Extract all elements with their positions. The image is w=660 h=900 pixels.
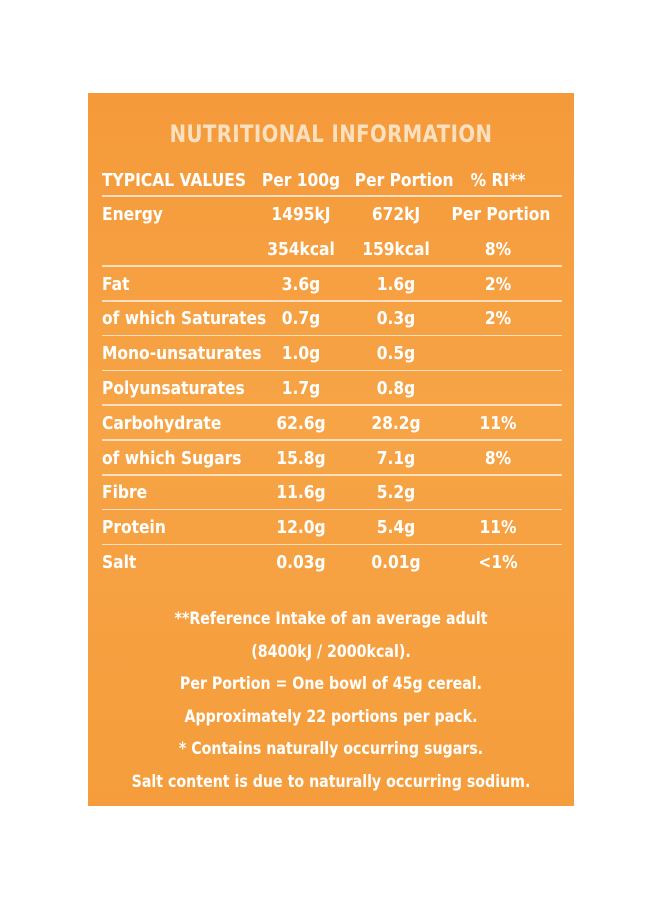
table-divider: [102, 334, 562, 337]
table-divider: [102, 473, 562, 476]
table-row: Carbohydrate 62.6g 28.2g 11%: [102, 406, 562, 441]
header-ri: % RI**: [470, 169, 526, 191]
row-label: Energy: [102, 204, 163, 225]
header-per-100g: Per 100g: [261, 169, 341, 191]
row-per-portion: 0.5g: [376, 343, 416, 365]
table-divider: [102, 543, 562, 546]
row-ri: <1%: [478, 552, 518, 574]
row-label: Protein: [102, 517, 166, 539]
table-row: Fibre 11.6g 5.2g: [102, 476, 562, 511]
row-ri: 8%: [484, 238, 512, 260]
table-row: Mono-unsaturates 1.0g 0.5g: [102, 336, 562, 372]
footnotes: **Reference Intake of an average adult (…: [88, 603, 574, 798]
row-per-100g: 12.0g: [276, 517, 326, 539]
table-row: of which Sugars 15.8g 7.1g 8%: [102, 441, 562, 476]
row-per-100g: 3.6g: [281, 273, 321, 295]
row-per-100g: 15.8g: [276, 447, 326, 469]
table-row: Salt 0.03g 0.01g <1%: [102, 545, 562, 580]
row-per-portion: 1.6g: [376, 273, 416, 295]
footnote-portion-definition: Per Portion = One bowl of 45g cereal.: [179, 674, 483, 693]
nutrition-table: TYPICAL VALUES Per 100g Per Portion % RI…: [102, 163, 562, 580]
table-divider: [102, 439, 562, 441]
table-header-row: TYPICAL VALUES Per 100g Per Portion % RI…: [102, 163, 562, 197]
header-typical-values: TYPICAL VALUES: [102, 169, 246, 191]
row-label: Fat: [102, 273, 130, 295]
row-label: Salt: [102, 552, 137, 574]
header-per-portion: Per Portion: [354, 169, 454, 191]
row-label: Carbohydrate: [102, 412, 222, 434]
row-label: Mono-unsaturates: [102, 343, 262, 365]
row-ri: 11%: [479, 517, 517, 539]
row-per-portion: 7.1g: [376, 447, 416, 469]
table-divider: [102, 508, 562, 511]
table-divider: [102, 369, 562, 372]
row-per-portion: 0.3g: [376, 308, 416, 330]
row-per-100g: 354kcal: [267, 238, 335, 260]
table-row: Polyunsaturates 1.7g 0.8g: [102, 371, 562, 406]
row-per-portion: 0.8g: [376, 378, 416, 400]
row-per-100g: 1.0g: [281, 343, 321, 365]
table-row: Fat 3.6g 1.6g 2%: [102, 267, 562, 302]
table-divider: [102, 404, 562, 406]
row-per-100g: 1495kJ: [271, 204, 331, 225]
panel-title: NUTRITIONAL INFORMATION: [169, 120, 493, 148]
row-label: of which Sugars: [102, 447, 242, 469]
row-label: Fibre: [102, 482, 148, 504]
row-per-100g: 0.03g: [276, 552, 326, 574]
row-per-portion: 672kJ: [371, 204, 421, 225]
nutrition-panel: NUTRITIONAL INFORMATION TYPICAL VALUES P…: [88, 93, 574, 806]
row-per-portion: 159kcal: [362, 238, 430, 260]
row-per-100g: 1.7g: [281, 378, 321, 400]
row-per-portion: 0.01g: [371, 552, 421, 574]
row-ri: 8%: [484, 447, 512, 469]
footnote-sugars: * Contains naturally occurring sugars.: [178, 739, 484, 758]
footnote-salt: Salt content is due to naturally occurri…: [131, 771, 531, 791]
row-ri: 2%: [484, 308, 512, 330]
row-ri: Per Portion: [451, 204, 551, 225]
footnote-portions-per-pack: Approximately 22 portions per pack.: [184, 706, 478, 726]
footnote-reference-intake: **Reference Intake of an average adult: [174, 609, 488, 628]
row-ri: 11%: [479, 412, 517, 434]
table-row: of which Saturates 0.7g 0.3g 2%: [102, 302, 562, 337]
table-divider: [102, 265, 562, 267]
footnote-energy-reference: (8400kJ / 2000kcal).: [251, 641, 411, 661]
row-per-portion: 5.2g: [376, 482, 416, 504]
table-row: Energy 1495kJ 672kJ Per Portion: [102, 197, 562, 232]
row-per-100g: 11.6g: [276, 482, 326, 504]
row-per-100g: 0.7g: [281, 308, 321, 330]
row-ri: 2%: [484, 273, 512, 295]
table-divider: [102, 300, 562, 302]
row-per-portion: 5.4g: [376, 517, 416, 539]
row-label: Polyunsaturates: [102, 378, 245, 400]
row-label: of which Saturates: [102, 308, 267, 330]
table-row: 354kcal 159kcal 8%: [102, 232, 562, 267]
table-row: Protein 12.0g 5.4g 11%: [102, 510, 562, 546]
row-per-100g: 62.6g: [276, 412, 326, 434]
row-per-portion: 28.2g: [371, 412, 421, 434]
table-divider: [102, 195, 562, 197]
